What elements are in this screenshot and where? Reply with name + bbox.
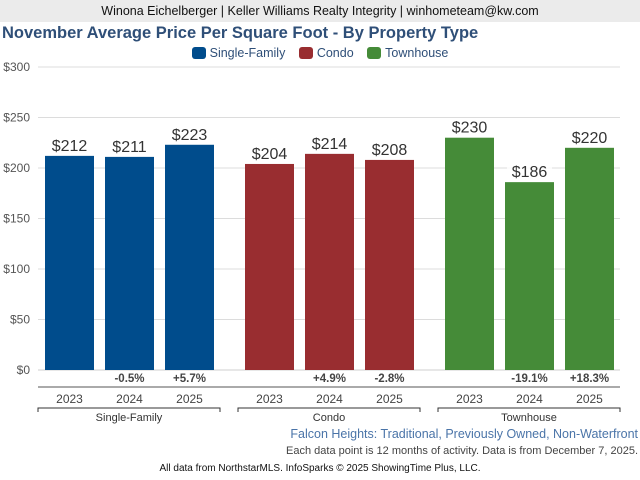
bar [45,155,94,370]
chart-title: November Average Price Per Square Foot -… [2,24,479,42]
value-label: $211 [112,139,147,156]
legend-label: Townhouse [385,46,449,60]
bars: $212 $211 $223 $204 $214 $208 $230 $186 $220 [45,118,614,370]
pct-change-label: -2.8% [374,373,404,385]
value-label-bg [167,125,212,143]
pct-change-label: +5.7% [173,373,206,385]
y-tick-label: $200 [3,161,30,175]
x-tick-label: 2023 [456,392,483,406]
data-credit: All data from NorthstarMLS. InfoSparks ©… [159,463,481,474]
legend: Single-Family Condo Townhouse [0,45,640,61]
bar [165,144,214,370]
pct-change-label: +18.3% [570,373,609,385]
legend-swatch-townhouse [367,47,382,59]
x-tick-label: 2025 [376,392,403,406]
group-bracket [437,407,621,412]
bar [245,163,294,370]
bar [365,159,414,370]
geography-filter: Falcon Heights: Traditional, Previously … [290,427,638,441]
y-tick-label: $100 [3,262,30,276]
value-label-bg [247,144,292,162]
contact-bar: Winona Eichelberger | Keller Williams Re… [0,0,640,22]
y-tick-label: $150 [3,212,30,226]
value-label-bg [47,136,92,154]
x-tick-label: 2024 [116,392,143,406]
value-label: $212 [52,138,88,155]
value-label-bg [507,163,552,181]
x-tick-label: 2025 [576,392,603,406]
x-tick-label: 2024 [516,392,543,406]
legend-label: Condo [316,46,354,60]
value-label-bg [567,128,612,146]
legend-item-townhouse[interactable]: Townhouse [367,45,448,61]
group-bracket [37,407,221,412]
y-tick-label: $0 [17,363,31,377]
group-bracket [237,407,421,412]
group-label: Townhouse [501,412,557,424]
bar [445,137,494,370]
contact-text: Winona Eichelberger | Keller Williams Re… [101,4,539,18]
value-label: $208 [372,142,408,159]
pct-change-label: -0.5% [114,373,144,385]
y-tick-label: $250 [3,111,30,125]
group-label: Condo [313,412,345,424]
legend-label: Single-Family [209,46,286,60]
legend-item-single-family[interactable]: Single-Family [191,45,286,61]
legend-swatch-single-family [191,47,206,59]
y-tick-label: $50 [10,313,30,327]
legend-item-condo[interactable]: Condo [298,45,354,61]
value-label-bg [307,134,352,152]
bar [305,153,354,370]
value-label-bg [367,140,412,158]
x-tick-label: 2023 [256,392,283,406]
group-label: Single-Family [96,412,163,424]
y-axis: $0 $50 $100 $150 $200 $250 $300 [3,60,30,377]
pct-change-label: +4.9% [313,373,346,385]
x-tick-label: 2023 [56,392,83,406]
data-note: Each data point is 12 months of activity… [286,445,638,457]
y-tick-label: $300 [3,60,30,74]
x-tick-label: 2024 [316,392,343,406]
value-label: $186 [512,164,548,181]
value-label: $214 [312,136,348,153]
value-label: $223 [172,127,208,144]
bar [105,156,154,370]
value-label: $220 [572,130,608,147]
x-tick-label: 2025 [176,392,203,406]
bar [565,147,614,370]
value-label-bg [447,118,492,136]
x-axis: 2023 -0.5% 2024 +5.7% 2025 Single-Family 2023 +… [37,373,621,424]
legend-swatch-condo [298,47,313,59]
value-label-bg [107,137,152,155]
pct-change-label: -19.1% [511,373,547,385]
bar [505,182,554,370]
value-label: $204 [252,146,288,163]
value-label: $230 [452,120,488,137]
